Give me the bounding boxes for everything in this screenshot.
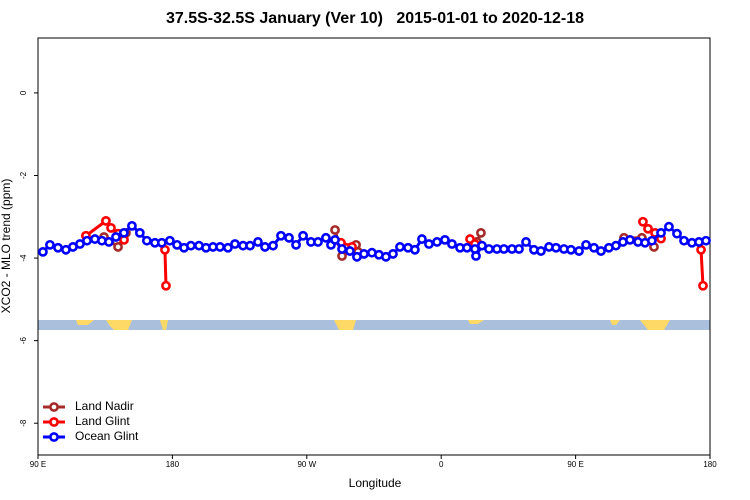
plot-frame (37, 37, 711, 456)
point (417, 234, 427, 244)
point (337, 244, 347, 254)
point (359, 249, 369, 259)
point (291, 239, 301, 250)
legend-label: Land Glint (75, 414, 130, 428)
point (638, 216, 648, 227)
y-tick-label: -8 (19, 419, 28, 427)
point (118, 227, 129, 238)
x-tick-label: 90 W (297, 460, 316, 469)
point (625, 234, 635, 245)
point (82, 235, 92, 246)
series-line (163, 249, 168, 286)
point (611, 240, 621, 251)
point (186, 240, 196, 251)
point (566, 244, 576, 255)
y-tick-label: -6 (19, 337, 28, 345)
y-tick-label: -4 (19, 254, 28, 262)
point (521, 237, 531, 247)
point (223, 242, 233, 253)
point (330, 234, 340, 245)
point (447, 239, 457, 249)
point (664, 221, 674, 232)
point (388, 249, 398, 259)
point (127, 220, 137, 231)
point (268, 240, 278, 251)
point (111, 232, 121, 242)
y-axis-label: XCO2 - MLO trend (ppm) (0, 179, 13, 314)
point (656, 227, 666, 238)
point (38, 246, 48, 257)
point (432, 237, 442, 247)
series-line (699, 249, 705, 286)
point (164, 235, 175, 246)
chart-title: 37.5S-32.5S January (Ver 10) 2015-01-01 … (166, 10, 584, 27)
y-tick-label: -2 (19, 171, 28, 179)
point (499, 244, 509, 254)
point (476, 227, 486, 238)
point (215, 242, 225, 252)
point (471, 251, 481, 261)
y-tick-label: 0 (19, 90, 28, 95)
legend-marker (49, 402, 59, 412)
point (276, 230, 286, 241)
point (53, 242, 63, 253)
point (330, 225, 340, 235)
legend-label: Land Nadir (75, 399, 134, 413)
point (514, 244, 524, 254)
point (410, 244, 420, 255)
point (596, 246, 606, 256)
point (462, 242, 472, 253)
point (253, 237, 263, 247)
point (395, 242, 405, 252)
point (104, 237, 114, 247)
x-tick-label: 0 (439, 460, 444, 469)
point (298, 230, 308, 241)
point (698, 280, 708, 291)
point (161, 280, 171, 291)
point (440, 234, 450, 245)
point (45, 239, 55, 250)
point (574, 246, 584, 256)
point (551, 242, 561, 253)
x-tick-label: 180 (703, 460, 717, 469)
point (536, 246, 546, 256)
point (484, 244, 494, 254)
point (230, 239, 240, 249)
point (701, 235, 711, 246)
x-tick-label: 90 E (30, 460, 46, 469)
point (156, 237, 167, 248)
point (581, 239, 591, 250)
legend-label: Ocean Glint (75, 429, 139, 443)
point (643, 223, 653, 234)
map-strip (38, 320, 710, 330)
point (113, 242, 123, 252)
x-axis-label: Longitude (349, 476, 402, 490)
point (284, 232, 294, 243)
point (679, 235, 689, 246)
point (260, 242, 270, 252)
point (245, 240, 255, 251)
point (101, 216, 111, 226)
legend-marker (49, 417, 59, 427)
point (696, 244, 706, 255)
point (141, 235, 152, 246)
point (345, 246, 355, 256)
point (424, 239, 434, 249)
x-tick-label: 180 (166, 460, 180, 469)
legend-marker (49, 432, 59, 442)
point (672, 228, 682, 239)
x-tick-label: 90 E (567, 460, 583, 469)
point (106, 223, 116, 233)
point (647, 235, 657, 246)
point (321, 232, 331, 243)
point (313, 237, 323, 247)
point (134, 227, 145, 238)
